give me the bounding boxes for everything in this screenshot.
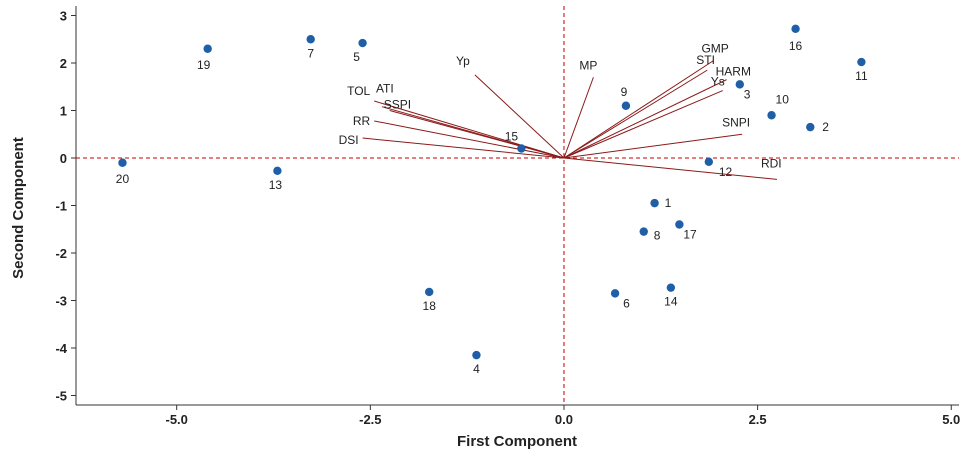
point-label-8: 8	[654, 229, 661, 243]
point-12	[704, 157, 714, 166]
vector-rr	[374, 120, 565, 159]
point-19	[203, 44, 212, 53]
vector-sti	[563, 69, 708, 159]
point-label-16: 16	[789, 39, 803, 53]
point-label-5: 5	[353, 50, 360, 64]
point-label-9: 9	[621, 85, 628, 99]
y-tick-label: -2	[55, 246, 67, 261]
vector-yp	[474, 74, 565, 159]
point-label-17: 17	[683, 228, 697, 242]
vector-label-ys: Ys	[711, 75, 725, 89]
vector-gmp	[563, 60, 714, 159]
point-1	[650, 198, 659, 208]
vector-label-rr: RR	[353, 114, 371, 128]
point-5	[358, 38, 367, 48]
point-label-6: 6	[623, 296, 630, 310]
vector-dsi	[362, 137, 565, 159]
point-2	[806, 122, 815, 132]
y-tick-label: -4	[55, 341, 67, 356]
vector-label-sti: STI	[696, 53, 715, 67]
point-label-14: 14	[664, 295, 678, 309]
vector-label-gmp: GMP	[701, 42, 728, 56]
point-label-7: 7	[307, 46, 314, 60]
point-9	[621, 101, 631, 110]
vector-rdi	[563, 157, 778, 180]
vector-label-tol: TOL	[347, 84, 370, 98]
point-4	[472, 350, 481, 360]
vector-label-snpi: SNPI	[722, 115, 750, 129]
vector-label-mp: MP	[579, 58, 597, 72]
point-label-3: 3	[744, 87, 751, 101]
point-18	[425, 287, 434, 297]
point-label-19: 19	[197, 58, 211, 72]
point-6	[610, 289, 620, 298]
vector-label-dsi: DSI	[339, 133, 359, 147]
point-label-15: 15	[505, 130, 519, 144]
y-tick-label: 3	[60, 9, 67, 24]
vector-harm	[563, 79, 727, 159]
vector-label-yp: Yp	[456, 54, 470, 68]
point-11	[857, 57, 866, 67]
y-axis-title: Second Component	[10, 137, 27, 279]
point-14	[666, 283, 676, 292]
point-label-20: 20	[116, 172, 130, 186]
y-tick-label: 1	[60, 104, 67, 119]
point-16	[791, 24, 800, 33]
point-17	[675, 220, 684, 229]
vector-label-ati: ATI	[376, 82, 394, 96]
x-axis-title: First Component	[457, 433, 577, 450]
point-13	[273, 166, 282, 176]
y-tick-label: 2	[60, 56, 67, 71]
vector-label-rdi: RDI	[761, 156, 782, 170]
vector-snpi	[563, 133, 743, 159]
vector-label-sspi: SSPI	[384, 98, 411, 112]
vector-sspi	[389, 110, 565, 159]
vector-tol	[374, 100, 565, 159]
point-label-12: 12	[719, 165, 733, 179]
y-tick-label: 0	[60, 151, 67, 166]
point-label-13: 13	[269, 178, 283, 192]
point-20	[118, 158, 127, 167]
point-label-4: 4	[473, 362, 480, 376]
vector-label-harm: HARM	[716, 65, 751, 79]
x-tick-label: 0.0	[555, 412, 573, 427]
vector-mp	[563, 77, 594, 159]
y-tick-label: -3	[55, 294, 67, 309]
y-tick-label: -1	[55, 199, 67, 214]
point-label-2: 2	[822, 120, 829, 134]
point-10	[767, 111, 776, 120]
point-15	[517, 144, 526, 153]
x-tick-label: -2.5	[359, 412, 381, 427]
x-tick-label: 5.0	[942, 412, 960, 427]
point-label-10: 10	[776, 92, 790, 106]
x-tick-label: -5.0	[165, 412, 187, 427]
x-tick-label: 2.5	[749, 412, 767, 427]
point-label-1: 1	[665, 196, 672, 210]
y-tick-label: -5	[55, 389, 67, 404]
point-3	[735, 80, 744, 89]
vector-ys	[563, 90, 723, 159]
point-label-18: 18	[423, 299, 437, 313]
point-8	[639, 227, 648, 236]
point-7	[306, 35, 315, 44]
point-label-11: 11	[855, 69, 868, 83]
